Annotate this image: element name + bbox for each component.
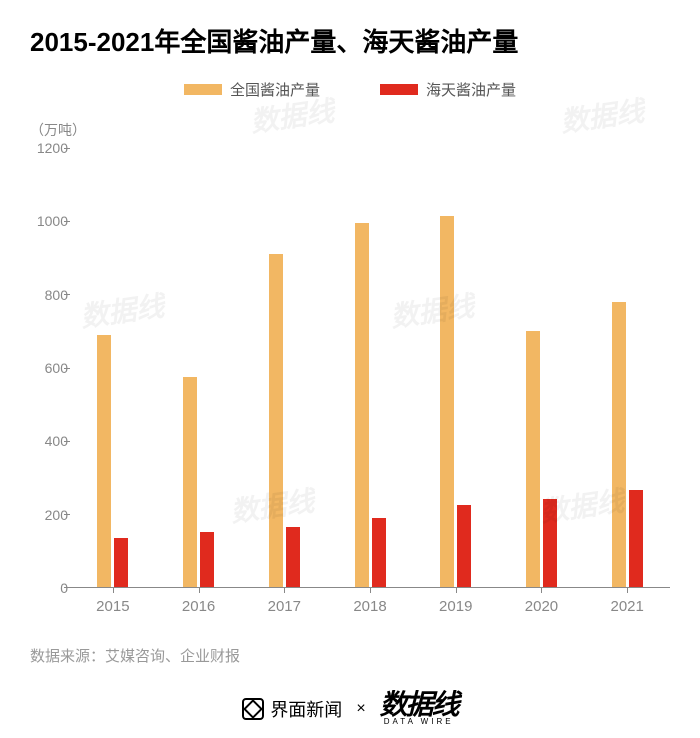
x-tick-mark bbox=[627, 587, 628, 593]
bar bbox=[629, 490, 643, 587]
x-tick-mark bbox=[456, 587, 457, 593]
y-tick-mark bbox=[64, 441, 70, 442]
legend-item: 海天酱油产量 bbox=[380, 79, 516, 100]
chart-area: 020040060080010001200 bbox=[70, 148, 670, 588]
bar bbox=[183, 377, 197, 587]
x-axis-label: 2019 bbox=[413, 598, 499, 615]
bar bbox=[114, 538, 128, 587]
y-tick-label: 600 bbox=[20, 360, 68, 376]
brand-jiemian: 界面新闻 bbox=[242, 696, 342, 722]
legend-swatch bbox=[380, 84, 418, 95]
bar bbox=[269, 254, 283, 587]
y-tick-mark bbox=[64, 368, 70, 369]
bar bbox=[355, 223, 369, 587]
y-tick-mark bbox=[64, 294, 70, 295]
bar-group bbox=[156, 148, 242, 587]
y-tick-label: 200 bbox=[20, 507, 68, 523]
y-tick-mark bbox=[64, 514, 70, 515]
plot-area bbox=[70, 148, 670, 588]
x-axis-label: 2021 bbox=[584, 598, 670, 615]
jiemian-icon bbox=[242, 698, 264, 720]
bar-group bbox=[499, 148, 585, 587]
y-tick-label: 800 bbox=[20, 287, 68, 303]
x-tick-mark bbox=[541, 587, 542, 593]
y-tick-label: 0 bbox=[20, 580, 68, 596]
bar bbox=[97, 335, 111, 587]
x-axis-label: 2016 bbox=[156, 598, 242, 615]
bar-group bbox=[70, 148, 156, 587]
x-tick-mark bbox=[284, 587, 285, 593]
legend-label: 海天酱油产量 bbox=[426, 79, 516, 100]
footer-separator: × bbox=[356, 700, 365, 718]
footer: 界面新闻 × 数据线 DATA WIRE bbox=[0, 692, 700, 726]
bar-group bbox=[584, 148, 670, 587]
legend-swatch bbox=[184, 84, 222, 95]
y-tick-label: 1200 bbox=[20, 140, 68, 156]
legend: 全国酱油产量 海天酱油产量 bbox=[0, 69, 700, 120]
x-axis-labels: 2015201620172018201920202021 bbox=[70, 598, 670, 615]
x-tick-mark bbox=[199, 587, 200, 593]
y-tick-mark bbox=[64, 221, 70, 222]
bar bbox=[457, 505, 471, 587]
datawire-main: 数据线 bbox=[380, 692, 458, 720]
brand-jiemian-text: 界面新闻 bbox=[270, 696, 342, 722]
x-tick-mark bbox=[370, 587, 371, 593]
y-tick-mark bbox=[64, 587, 70, 588]
bar-group bbox=[327, 148, 413, 587]
bar bbox=[543, 499, 557, 587]
bar-groups bbox=[70, 148, 670, 587]
legend-item: 全国酱油产量 bbox=[184, 79, 320, 100]
bar bbox=[200, 532, 214, 587]
x-axis-label: 2018 bbox=[327, 598, 413, 615]
chart-title: 2015-2021年全国酱油产量、海天酱油产量 bbox=[0, 0, 700, 69]
source-text: 艾媒咨询、企业财报 bbox=[105, 648, 240, 665]
y-tick-mark bbox=[64, 148, 70, 149]
brand-datawire: 数据线 DATA WIRE bbox=[380, 692, 458, 726]
x-tick-mark bbox=[113, 587, 114, 593]
y-axis-unit: （万吨） bbox=[0, 120, 700, 140]
x-axis-label: 2017 bbox=[241, 598, 327, 615]
y-tick-label: 400 bbox=[20, 433, 68, 449]
bar bbox=[372, 518, 386, 588]
bar-group bbox=[413, 148, 499, 587]
bar-group bbox=[241, 148, 327, 587]
legend-label: 全国酱油产量 bbox=[230, 79, 320, 100]
source-label: 数据来源： bbox=[30, 648, 105, 665]
data-source: 数据来源：艾媒咨询、企业财报 bbox=[0, 615, 700, 666]
y-tick-label: 1000 bbox=[20, 213, 68, 229]
bar bbox=[526, 331, 540, 587]
bar bbox=[440, 216, 454, 587]
datawire-sub: DATA WIRE bbox=[384, 718, 454, 726]
x-axis-label: 2015 bbox=[70, 598, 156, 615]
x-axis-label: 2020 bbox=[499, 598, 585, 615]
bar bbox=[612, 302, 626, 587]
y-axis: 020040060080010001200 bbox=[20, 148, 68, 588]
bar bbox=[286, 527, 300, 587]
